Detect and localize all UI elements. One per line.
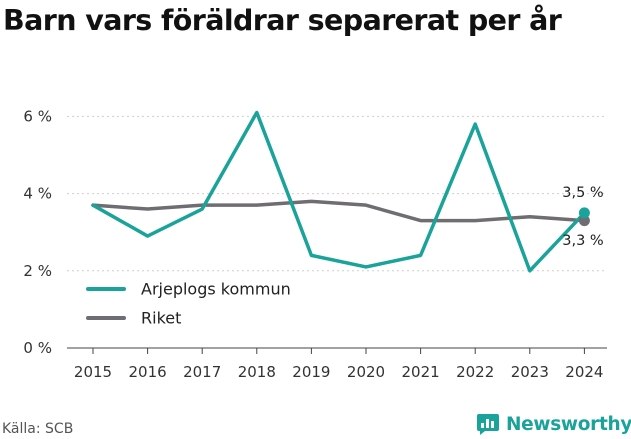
- y-tick-label: 4 %: [23, 185, 52, 203]
- grid-lines: [67, 115, 607, 272]
- end-point-arjeplog: [578, 207, 590, 219]
- x-tick-label: 2016: [129, 363, 167, 381]
- end-value-label: 3,5 %: [562, 185, 603, 201]
- brand-name: Newsworthy: [506, 413, 631, 435]
- source-note: Källa: SCB: [2, 421, 74, 437]
- bar-chart-speech-icon: [477, 414, 499, 435]
- brand-logo: Newsworthy: [476, 410, 631, 438]
- x-tick-label: 2023: [511, 363, 549, 381]
- x-tick-label: 2019: [292, 363, 330, 381]
- chart-title: Barn vars föräldrar separerat per år: [3, 4, 562, 37]
- x-tick-label: 2024: [565, 363, 603, 381]
- end-value-label: 3,3 %: [562, 233, 603, 249]
- y-tick-label: 6 %: [23, 107, 52, 125]
- x-tick-label: 2021: [402, 363, 440, 381]
- y-tick-label: 2 %: [23, 262, 52, 280]
- x-tick-label: 2015: [74, 363, 112, 381]
- x-tick-label: 2022: [456, 363, 494, 381]
- legend-label: Riket: [141, 309, 181, 328]
- data-labels: 3,5 % 3,3 %: [562, 185, 603, 249]
- series-lines: [91, 110, 590, 273]
- axes: 0 % 2 % 4 % 6 % 2015 2016 2017 2018 2019 2020 2021…: [23, 107, 607, 381]
- series-line-riket: [91, 199, 587, 223]
- end-point-riket: [578, 215, 590, 227]
- x-tick-label: 2020: [347, 363, 385, 381]
- x-tick-label: 2018: [238, 363, 276, 381]
- y-tick-label: 0 %: [23, 339, 52, 357]
- legend: Arjeplogs kommun Riket: [86, 280, 291, 328]
- legend-label: Arjeplogs kommun: [141, 280, 291, 299]
- x-tick-label: 2017: [183, 363, 221, 381]
- series-line-arjeplog: [91, 110, 587, 273]
